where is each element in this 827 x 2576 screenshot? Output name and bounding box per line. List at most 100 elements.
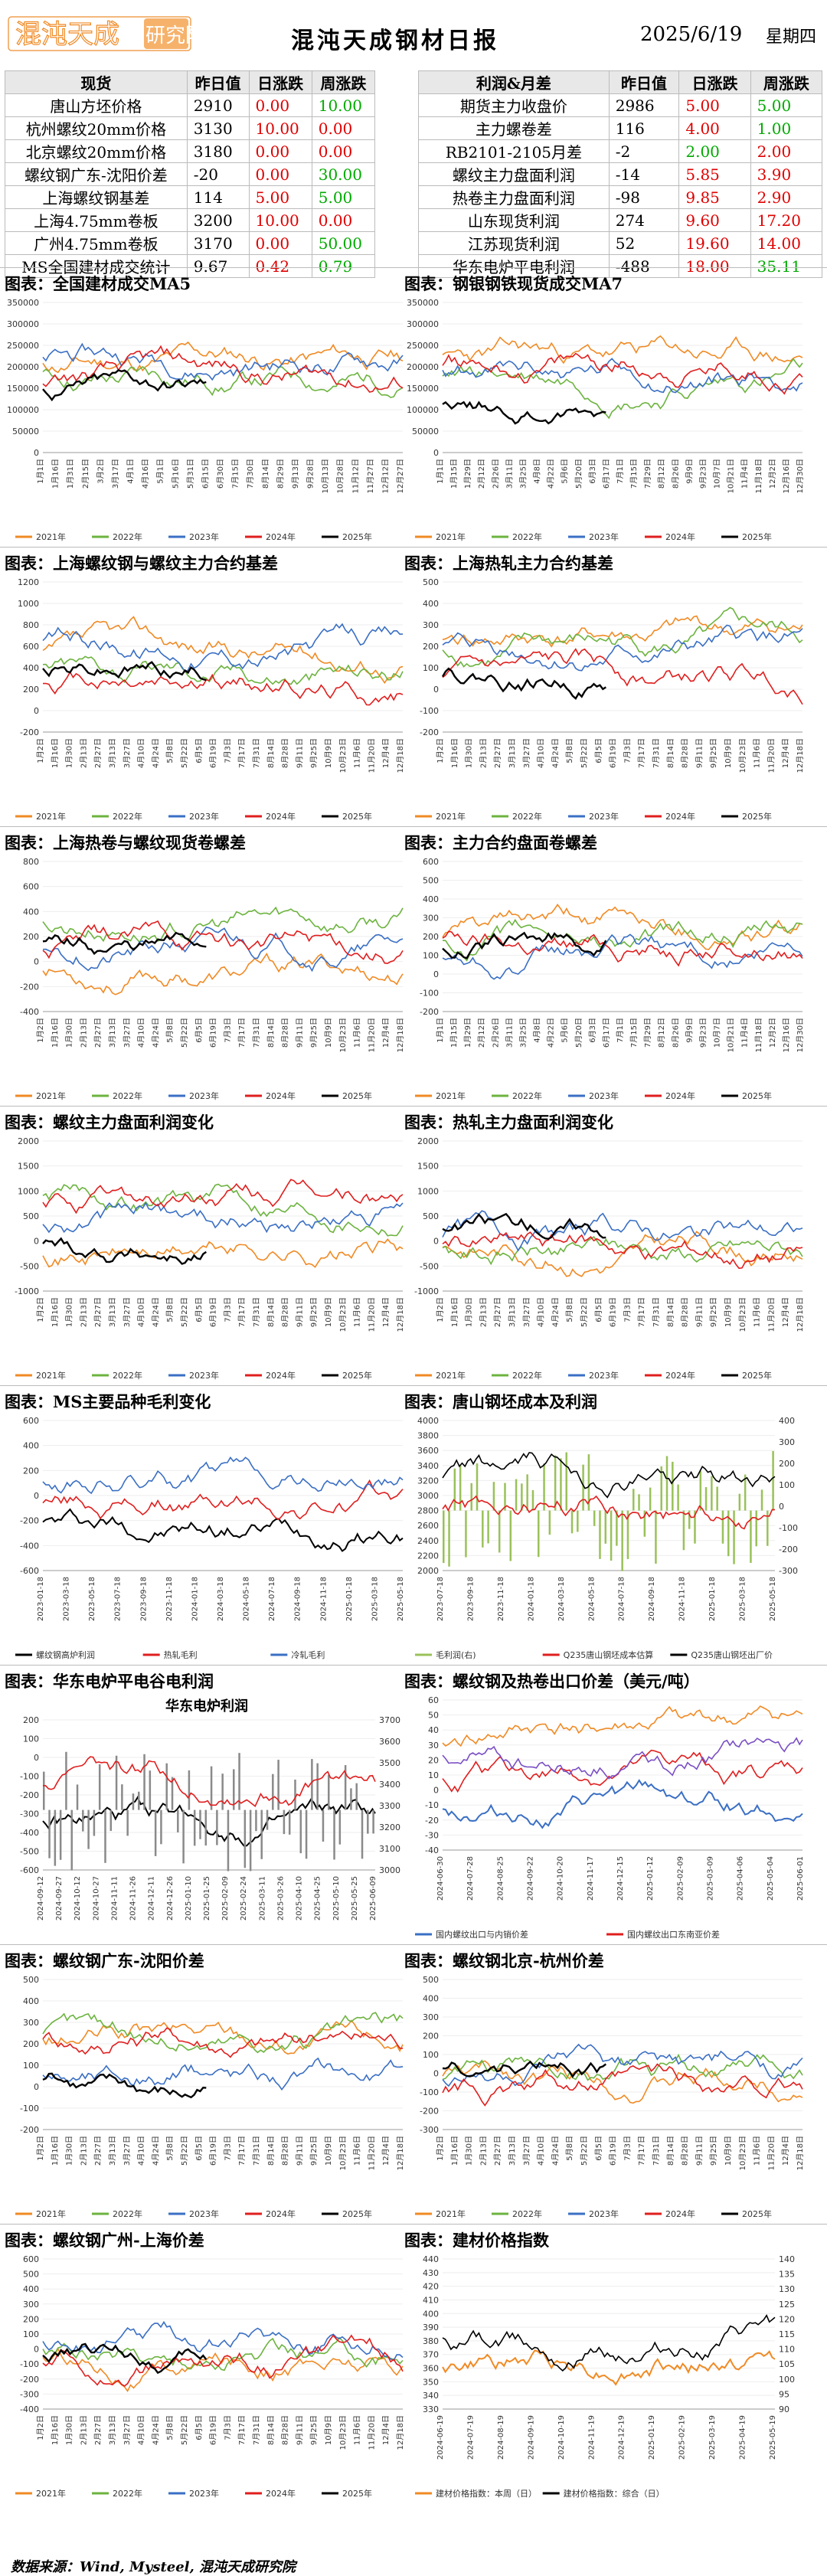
y-tick-label: 350000 [7, 298, 39, 308]
y-tick-label: 1000 [417, 1186, 439, 1196]
chart-title: 图表：建材价格指数 [404, 2231, 549, 2250]
x-tick-label: 1月1日 [36, 459, 45, 484]
legend-label: 2024年 [665, 811, 695, 821]
bar-mark [633, 1489, 635, 1511]
series-line [442, 1210, 803, 1252]
x-tick-label: 11月6日 [353, 2415, 362, 2445]
bar-mark [487, 1510, 489, 1544]
series-line [442, 2314, 776, 2372]
y-tick-label: 600 [423, 857, 439, 867]
x-tick-label: 2025-03-11 [258, 1876, 266, 1921]
chart-2: 1200 1000 800 600 400 200 0 -200 1月2日 1月16日 1月30日 2… [0, 574, 414, 821]
y-tick-label: 800 [23, 620, 39, 630]
row-label: RB2101-2105月差 [418, 139, 610, 163]
legend-label: 冷轧毛利 [291, 1649, 325, 1659]
bar-mark [165, 1763, 168, 1810]
x-tick-label: 7月31日 [652, 2136, 661, 2166]
x-tick-label: 1月30日 [65, 1297, 74, 1327]
x-tick-label: 12月30日 [796, 1018, 805, 1052]
series-line [442, 615, 803, 648]
x-tick-label: 9月11日 [295, 2136, 304, 2166]
chart-10: 华东电炉利润 200 100 0 -100 -200 -300 -400 -500 -600 370… [0, 1692, 414, 1939]
x-tick-label: 2025-01-19 [648, 2415, 656, 2460]
x-tick-label: 2月13日 [479, 2136, 488, 2166]
x-tick-label: 3月27日 [522, 738, 531, 768]
bar-mark [294, 1779, 296, 1810]
x-tick-label: 11月6日 [353, 2136, 362, 2166]
x-tick-label: 1月29日 [463, 1018, 472, 1048]
legend-label: 2021年 [436, 811, 466, 821]
y-tick-label: -200 [420, 2107, 439, 2117]
x-tick-label: 2023-07-18 [114, 1577, 123, 1621]
x-tick-label: 7月3日 [223, 1018, 232, 1043]
x-tick-label: 10月9日 [324, 738, 333, 768]
x-tick-label: 5月6日 [561, 1018, 570, 1043]
table-row: 山东现货利润 274 9.60 17.20 [418, 208, 823, 232]
x-tick-label: 4月24日 [551, 1297, 560, 1327]
x-tick-label: 7月17日 [237, 738, 247, 768]
y-tick-label: 2800 [417, 1506, 439, 1516]
y-tick-label: 400 [423, 2309, 439, 2319]
cell-value: 5.00 [311, 185, 376, 209]
bar-mark [48, 1809, 51, 1858]
x-tick-label: 6月5日 [594, 738, 603, 763]
chart-title: 图表：上海热卷与螺纹现货卷螺差 [5, 833, 246, 852]
series-line [42, 952, 404, 995]
bar-mark [699, 1470, 702, 1511]
x-tick-label: 11月6日 [353, 1297, 362, 1327]
row-label: 唐山方坯价格 [5, 93, 188, 117]
y-tick-label: 100 [423, 951, 439, 961]
x-tick-label: 3月13日 [108, 1018, 117, 1048]
legend-label: 2022年 [113, 811, 142, 821]
legend-label: 2024年 [266, 2208, 296, 2218]
x-tick-label: 2025-04-19 [739, 2415, 747, 2460]
x-tick-label: 2月15日 [81, 459, 90, 489]
y2-tick-label: 3700 [379, 1715, 400, 1725]
x-tick-label: 10月9日 [724, 2136, 733, 2166]
y-tick-label: 400 [23, 663, 39, 673]
x-tick-label: 2024-11-18 [678, 1577, 687, 1621]
x-tick-label: 2024-06-19 [436, 2415, 445, 2460]
series-line [42, 1238, 404, 1268]
x-tick-label: 5月22日 [580, 1297, 589, 1327]
section-divider [0, 826, 827, 827]
table-row: 期货主力收盘价 2986 5.00 5.00 [418, 93, 823, 117]
x-tick-label: 2023-03-18 [63, 1577, 71, 1621]
x-tick-label: 12月4日 [781, 738, 790, 768]
chart-inner-title: 华东电炉利润 [165, 1698, 248, 1715]
x-tick-label: 3月11日 [505, 1018, 514, 1048]
cell-value: 2.90 [750, 185, 823, 209]
y-tick-label: -100 [420, 2087, 439, 2097]
y-tick-label: -100 [20, 1772, 39, 1782]
x-tick-label: 8月26日 [671, 1018, 680, 1048]
series-line-2025 [42, 661, 207, 682]
x-tick-label: 9月11日 [295, 1018, 304, 1048]
y-tick-label: 420 [423, 2282, 439, 2292]
profit-spread-table: 利润&月差 昨日值 日涨跌 周涨跌 期货主力收盘价 2986 5.00 5.00 主力螺卷差 11… [418, 70, 823, 278]
column-header: 昨日值 [608, 70, 680, 94]
legend-label: 2023年 [589, 1090, 619, 1100]
x-tick-label: 12月18日 [396, 1018, 405, 1052]
series-line [42, 366, 404, 398]
chart-8: 600 400 200 0 -200 -400 -600 2023-01-18 2023-03-… [0, 1413, 414, 1659]
x-tick-label: 1月2日 [36, 2136, 45, 2161]
x-tick-label: 4月24日 [151, 1018, 160, 1048]
x-tick-label: 11月20日 [367, 1018, 376, 1052]
series-line [42, 655, 404, 685]
x-tick-label: 2025-01-10 [185, 1876, 193, 1921]
series-line [42, 342, 404, 381]
bar-mark [132, 1793, 135, 1810]
series-line [442, 624, 803, 672]
y2-tick-label: 95 [779, 2389, 789, 2399]
x-tick-label: 3月11日 [505, 459, 514, 489]
x-tick-label: 6月19日 [209, 738, 218, 768]
x-tick-label: 9月25日 [309, 1018, 319, 1048]
series-line [42, 1756, 376, 1808]
cell-value: 274 [608, 208, 680, 232]
legend-label: 2024年 [665, 1090, 695, 1100]
y-tick-label: 200000 [407, 362, 439, 372]
x-tick-label: 11月20日 [367, 2415, 376, 2450]
y-tick-label: 0 [34, 1753, 39, 1763]
